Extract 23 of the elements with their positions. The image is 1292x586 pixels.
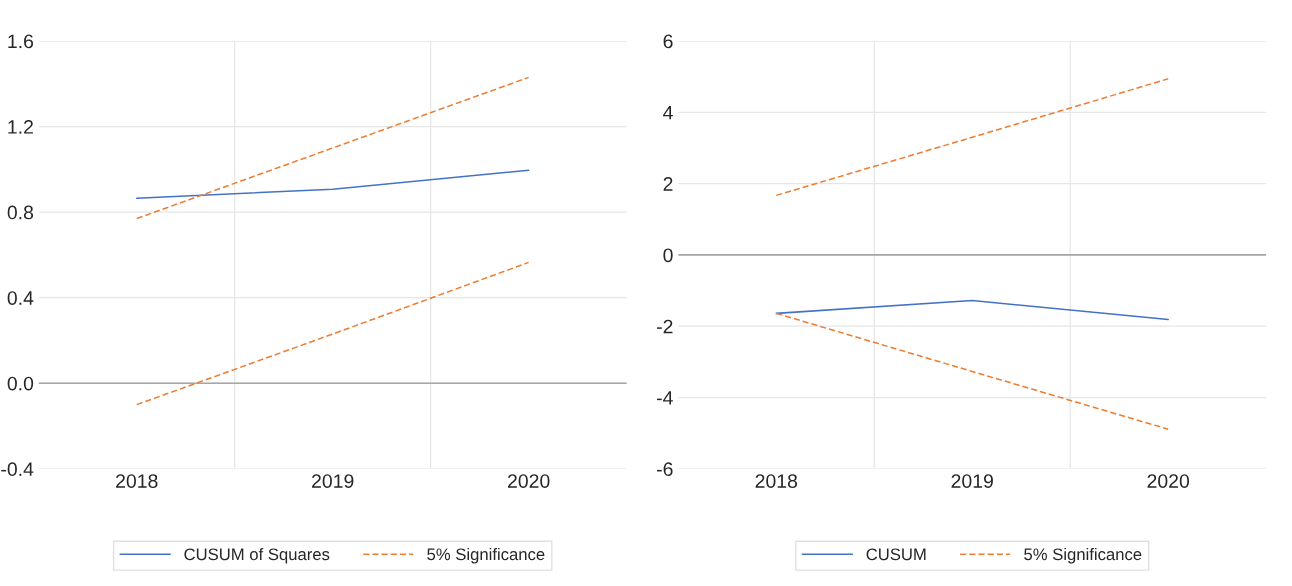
legend-label: 5% Significance (427, 547, 545, 564)
x-tick-label: 2018 (755, 474, 798, 488)
legend-label: CUSUM (866, 548, 926, 561)
y-tick-label: 4 (663, 105, 673, 120)
y-tick-label: 0.8 (7, 205, 34, 220)
y-tick-label: 1.6 (8, 34, 34, 49)
x-tick-label: 2018 (116, 474, 158, 488)
x-tick-label: 2020 (508, 474, 550, 488)
x-tick-label: 2019 (951, 474, 993, 488)
legend-label: 5% Significance (1024, 547, 1142, 564)
y-tick-label: 2 (663, 177, 673, 191)
x-tick-label: 2019 (312, 474, 354, 488)
legend-label: CUSUM of Squares (184, 547, 330, 564)
x-tick-label: 2020 (1147, 474, 1190, 488)
y-tick-label: 6 (663, 34, 673, 49)
y-tick-label: -6 (657, 462, 673, 477)
y-tick-label: 0 (663, 248, 673, 263)
y-tick-label: 1.2 (8, 120, 33, 134)
y-tick-label: -0.4 (1, 462, 34, 477)
y-tick-label: -2 (657, 319, 673, 334)
y-tick-label: 0.4 (7, 291, 34, 305)
y-tick-label: -4 (657, 391, 673, 405)
y-tick-label: 0.0 (7, 376, 34, 391)
